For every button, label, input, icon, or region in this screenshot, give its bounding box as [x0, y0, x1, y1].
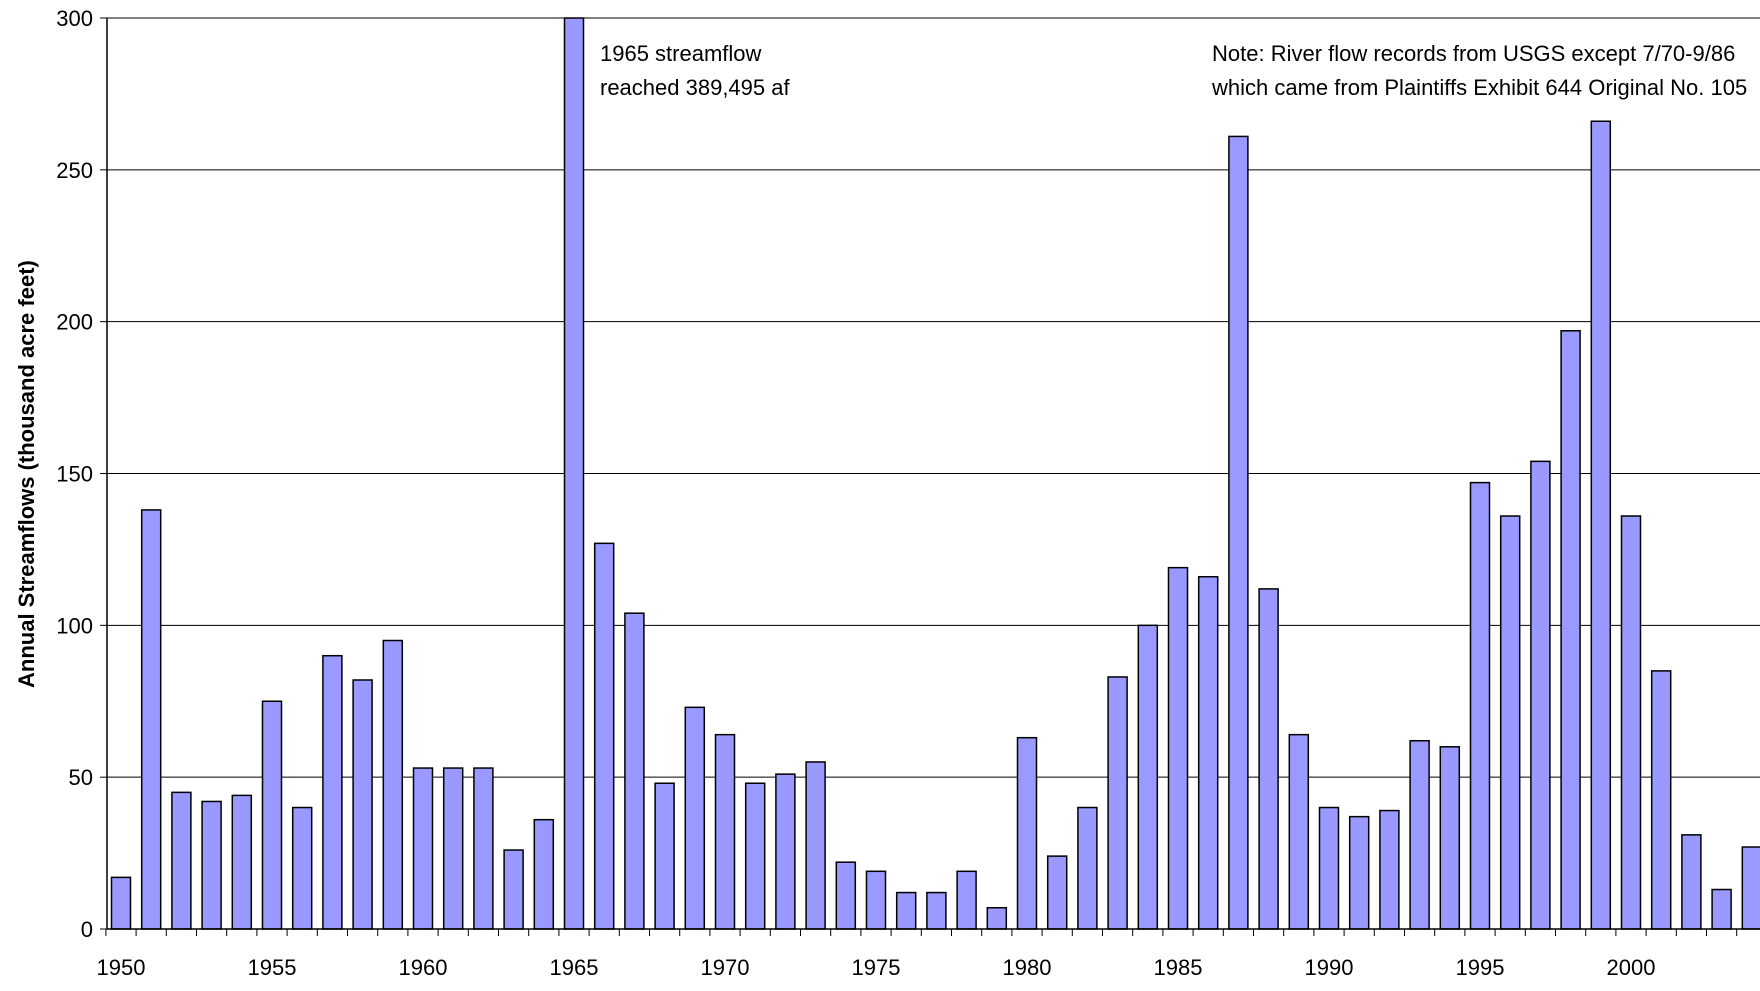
bar-1974: [836, 862, 855, 929]
x-tick-label-1955: 1955: [248, 955, 297, 980]
source-note-line-1: Note: River flow records from USGS excep…: [1212, 37, 1747, 71]
bar-1960: [414, 768, 433, 929]
bar-1978: [957, 871, 976, 929]
bar-1986: [1199, 577, 1218, 929]
y-tick-label-100: 100: [56, 613, 93, 638]
bar-1979: [987, 908, 1006, 929]
bar-1963: [504, 850, 523, 929]
bar-1987: [1229, 136, 1248, 929]
bar-2003: [1712, 890, 1731, 929]
bar-1964: [534, 820, 553, 929]
peak-annotation: 1965 streamflow reached 389,495 af: [600, 37, 790, 105]
peak-annotation-line-1: 1965 streamflow: [600, 37, 790, 71]
bar-2002: [1682, 835, 1701, 929]
bar-2001: [1652, 671, 1671, 929]
bar-1983: [1108, 677, 1127, 929]
source-note-line-2: which came from Plaintiffs Exhibit 644 O…: [1212, 71, 1747, 105]
bar-1962: [474, 768, 493, 929]
bar-1994: [1440, 747, 1459, 929]
y-tick-label-0: 0: [81, 917, 93, 942]
bar-1950: [112, 877, 131, 929]
bar-1982: [1078, 808, 1097, 929]
bar-1999: [1591, 121, 1610, 929]
bar-1971: [746, 783, 765, 929]
x-tick-label-1950: 1950: [97, 955, 146, 980]
y-tick-label-300: 300: [56, 6, 93, 31]
bar-1975: [867, 871, 886, 929]
bar-1984: [1138, 625, 1157, 929]
bar-1993: [1410, 741, 1429, 929]
bar-1981: [1048, 856, 1067, 929]
x-tick-label-1960: 1960: [399, 955, 448, 980]
x-tick-label-1970: 1970: [701, 955, 750, 980]
bar-1957: [323, 656, 342, 929]
bar-1951: [142, 510, 161, 929]
bar-1998: [1561, 331, 1580, 929]
x-tick-label-1985: 1985: [1154, 955, 1203, 980]
bar-1991: [1350, 817, 1369, 929]
bar-1992: [1380, 811, 1399, 929]
bar-1997: [1531, 461, 1550, 929]
bar-1985: [1169, 568, 1188, 929]
bar-1956: [293, 808, 312, 929]
bar-1953: [202, 801, 221, 929]
bar-1968: [655, 783, 674, 929]
bar-1954: [232, 795, 251, 929]
bar-1995: [1471, 483, 1490, 929]
x-tick-label-1975: 1975: [852, 955, 901, 980]
bar-2000: [1622, 516, 1641, 929]
y-tick-label-50: 50: [69, 765, 93, 790]
bar-1980: [1018, 738, 1037, 929]
bar-1988: [1259, 589, 1278, 929]
bar-1965: [565, 18, 584, 929]
bar-1955: [263, 701, 282, 929]
x-tick-label-2000: 2000: [1607, 955, 1656, 980]
y-tick-label-200: 200: [56, 310, 93, 335]
peak-annotation-line-2: reached 389,495 af: [600, 71, 790, 105]
x-tick-label-1990: 1990: [1305, 955, 1354, 980]
bar-1976: [897, 893, 916, 929]
y-tick-label-150: 150: [56, 462, 93, 487]
bar-1958: [353, 680, 372, 929]
bar-1989: [1289, 735, 1308, 929]
bar-1973: [806, 762, 825, 929]
x-tick-label-1965: 1965: [550, 955, 599, 980]
bar-1969: [685, 707, 704, 929]
source-note: Note: River flow records from USGS excep…: [1212, 37, 1747, 105]
bar-1961: [444, 768, 463, 929]
bar-1967: [625, 613, 644, 929]
bar-1970: [716, 735, 735, 929]
bar-1990: [1320, 808, 1339, 929]
x-tick-label-1995: 1995: [1456, 955, 1505, 980]
bar-1959: [383, 641, 402, 929]
bar-1977: [927, 893, 946, 929]
x-tick-label-1980: 1980: [1003, 955, 1052, 980]
bar-1972: [776, 774, 795, 929]
y-tick-label-250: 250: [56, 158, 93, 183]
bar-1952: [172, 792, 191, 929]
bar-1996: [1501, 516, 1520, 929]
bar-1966: [595, 543, 614, 929]
bar-2004: [1742, 847, 1760, 929]
y-axis-label: Annual Streamflows (thousand acre feet): [14, 260, 40, 688]
